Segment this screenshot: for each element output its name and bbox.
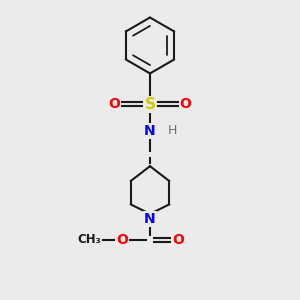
Text: S: S: [145, 97, 155, 112]
Text: CH₃: CH₃: [78, 233, 101, 246]
Text: N: N: [144, 124, 156, 138]
Text: O: O: [179, 98, 191, 111]
Text: O: O: [172, 233, 184, 247]
Text: O: O: [116, 233, 128, 247]
Text: H: H: [167, 124, 177, 137]
Text: O: O: [109, 98, 121, 111]
Text: N: N: [144, 212, 156, 226]
